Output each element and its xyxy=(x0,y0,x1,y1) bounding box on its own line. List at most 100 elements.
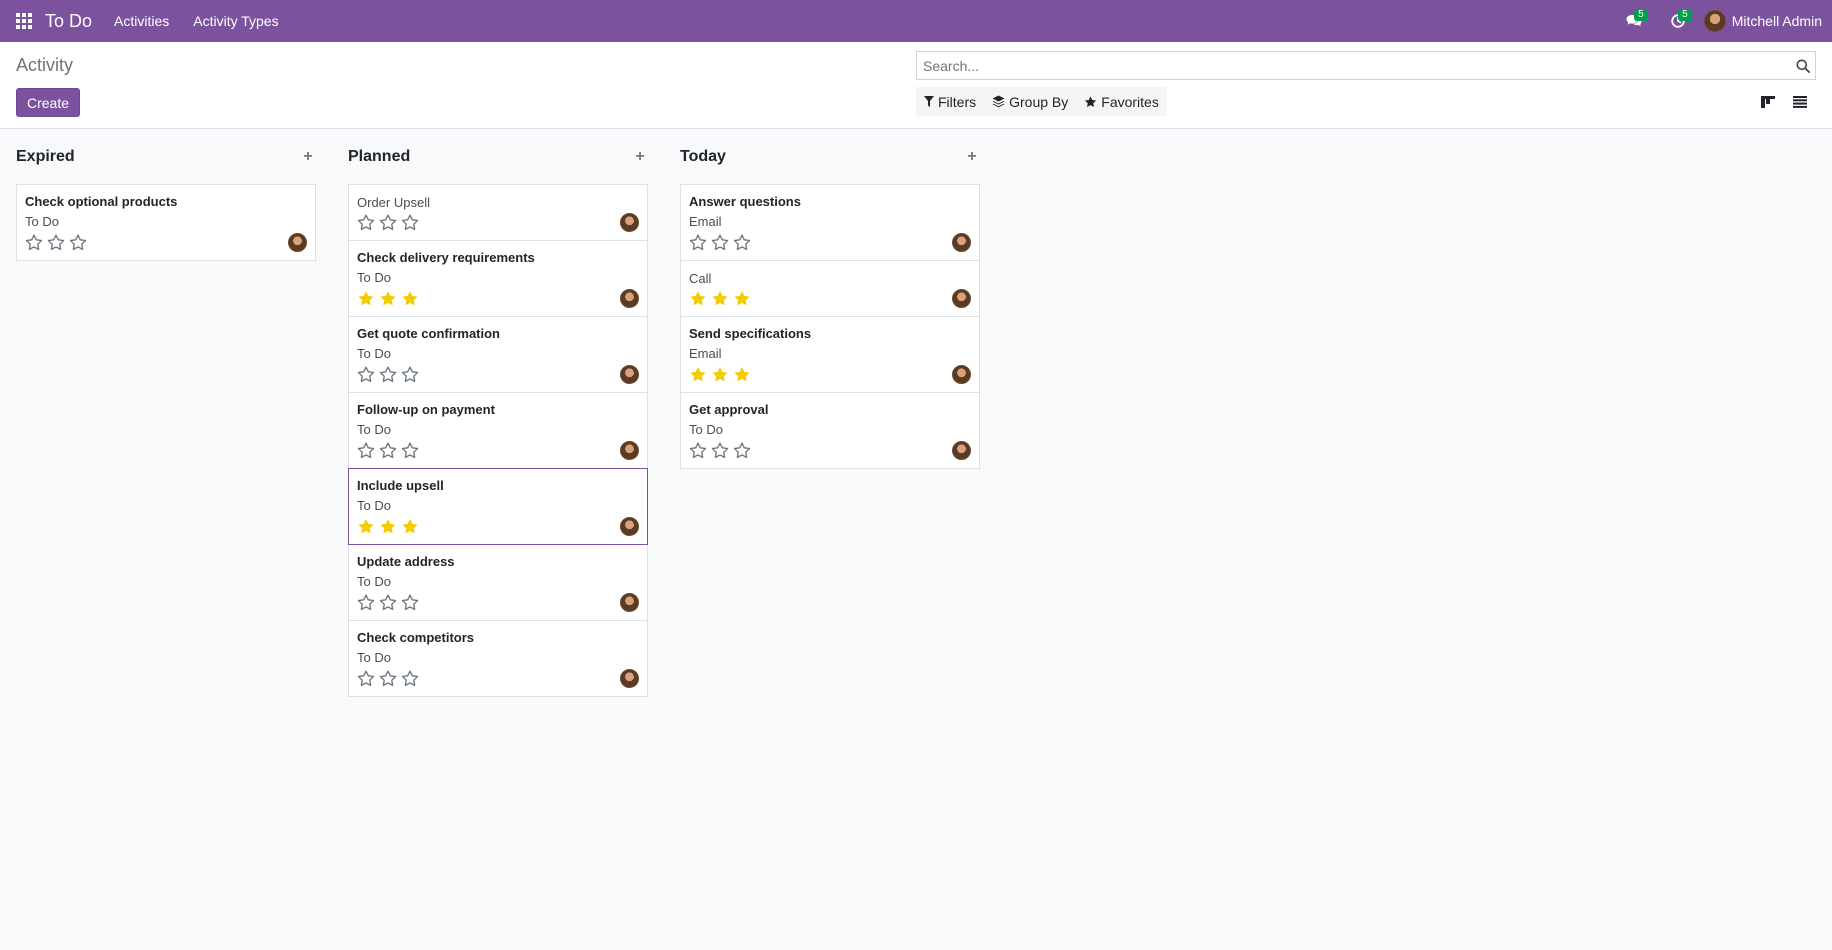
search-box xyxy=(916,51,1816,80)
systray: 5 5 Mitchell Admin xyxy=(1612,0,1832,42)
kanban-card[interactable]: Answer questions Email xyxy=(680,184,980,261)
search-input[interactable] xyxy=(917,52,1791,79)
breadcrumb: Activity xyxy=(16,55,74,75)
star-empty-icon[interactable] xyxy=(401,212,423,232)
assignee-avatar[interactable] xyxy=(952,289,971,308)
assignee-avatar[interactable] xyxy=(620,441,639,460)
kanban-card[interactable]: Update address To Do xyxy=(348,544,648,621)
assignee-avatar[interactable] xyxy=(952,233,971,252)
kanban-card[interactable]: Get quote confirmation To Do xyxy=(348,316,648,393)
card-activity-type: To Do xyxy=(357,498,391,513)
star-empty-icon[interactable] xyxy=(47,232,69,252)
assignee-avatar[interactable] xyxy=(952,441,971,460)
star-empty-icon[interactable] xyxy=(357,440,379,460)
kanban-card[interactable]: Check delivery requirements To Do xyxy=(348,240,648,317)
star-empty-icon[interactable] xyxy=(379,212,401,232)
star-empty-icon[interactable] xyxy=(401,364,423,384)
star-empty-icon[interactable] xyxy=(379,440,401,460)
activity-menu[interactable]: 5 xyxy=(1656,0,1700,42)
assignee-avatar[interactable] xyxy=(952,365,971,384)
column-quick-add-button[interactable]: + xyxy=(967,148,977,165)
star-filled-icon[interactable] xyxy=(711,364,733,384)
star-filled-icon[interactable] xyxy=(733,288,755,308)
assignee-avatar[interactable] xyxy=(620,289,639,308)
star-filled-icon[interactable] xyxy=(379,516,401,536)
assignee-avatar[interactable] xyxy=(620,213,639,232)
star-empty-icon[interactable] xyxy=(25,232,47,252)
apps-menu-icon[interactable] xyxy=(0,0,48,42)
star-filled-icon[interactable] xyxy=(357,516,379,536)
star-empty-icon[interactable] xyxy=(401,592,423,612)
menu-activities[interactable]: Activities xyxy=(114,13,170,29)
app-name[interactable]: To Do xyxy=(45,10,93,31)
create-button[interactable]: Create xyxy=(16,88,81,117)
star-filled-icon[interactable] xyxy=(401,288,423,308)
favorites-button[interactable]: Favorites xyxy=(1076,87,1167,116)
priority-stars xyxy=(689,440,755,460)
kanban-card[interactable]: Order Upsell xyxy=(348,184,648,241)
star-empty-icon[interactable] xyxy=(711,440,733,460)
assignee-avatar[interactable] xyxy=(288,233,307,252)
user-avatar xyxy=(1703,10,1726,32)
kanban-view-button[interactable] xyxy=(1752,87,1784,116)
star-filled-icon[interactable] xyxy=(689,288,711,308)
clock-icon xyxy=(1671,14,1685,28)
star-empty-icon[interactable] xyxy=(733,440,755,460)
card-activity-type: To Do xyxy=(357,574,391,589)
star-empty-icon[interactable] xyxy=(357,668,379,688)
star-filled-icon[interactable] xyxy=(357,288,379,308)
top-navbar: To Do Activities Activity Types 5 5 Mitc… xyxy=(0,0,1832,42)
card-activity-type: To Do xyxy=(25,214,59,229)
kanban-card[interactable]: Send specifications Email xyxy=(680,316,980,393)
star-empty-icon[interactable] xyxy=(733,232,755,252)
kanban-card[interactable]: Check optional products To Do xyxy=(16,184,316,261)
star-empty-icon[interactable] xyxy=(401,440,423,460)
kanban-card[interactable]: Follow-up on payment To Do xyxy=(348,392,648,469)
assignee-avatar[interactable] xyxy=(620,593,639,612)
column-quick-add-button[interactable]: + xyxy=(303,148,313,165)
star-filled-icon[interactable] xyxy=(689,364,711,384)
star-empty-icon[interactable] xyxy=(711,232,733,252)
menu-activity-types[interactable]: Activity Types xyxy=(193,13,279,29)
card-activity-type: To Do xyxy=(357,346,391,361)
star-empty-icon[interactable] xyxy=(401,668,423,688)
star-empty-icon[interactable] xyxy=(379,668,401,688)
star-empty-icon[interactable] xyxy=(689,440,711,460)
kanban-column-planned: Planned + Order Upsell Check delivery re… xyxy=(348,143,648,697)
card-title: Call xyxy=(689,271,712,286)
search-icon[interactable] xyxy=(1791,59,1815,73)
kanban-card[interactable]: Get approval To Do xyxy=(680,392,980,469)
card-title: Get quote confirmation xyxy=(357,326,500,341)
card-title: Answer questions xyxy=(689,194,801,209)
messaging-menu[interactable]: 5 xyxy=(1612,0,1656,42)
kanban-card[interactable]: Include upsell To Do xyxy=(348,468,648,545)
list-view-button[interactable] xyxy=(1784,87,1816,116)
priority-stars xyxy=(357,288,423,308)
star-empty-icon[interactable] xyxy=(357,592,379,612)
control-panel: Activity Create Filters Group By xyxy=(0,42,1832,129)
column-title: Today xyxy=(680,148,726,165)
column-quick-add-button[interactable]: + xyxy=(635,148,645,165)
kanban-board: Expired + Check optional products To Do … xyxy=(16,143,1012,697)
card-activity-type: To Do xyxy=(357,422,391,437)
star-empty-icon[interactable] xyxy=(379,592,401,612)
star-empty-icon[interactable] xyxy=(689,232,711,252)
kanban-card[interactable]: Check competitors To Do xyxy=(348,620,648,697)
filters-button[interactable]: Filters xyxy=(916,87,984,116)
column-header: Today + xyxy=(680,143,980,171)
user-menu[interactable]: Mitchell Admin xyxy=(1700,0,1832,42)
star-empty-icon[interactable] xyxy=(357,212,379,232)
star-filled-icon[interactable] xyxy=(379,288,401,308)
kanban-card[interactable]: Call xyxy=(680,260,980,317)
assignee-avatar[interactable] xyxy=(620,517,639,536)
activities-badge: 5 xyxy=(1678,9,1692,21)
group-by-button[interactable]: Group By xyxy=(984,87,1076,116)
star-empty-icon[interactable] xyxy=(379,364,401,384)
assignee-avatar[interactable] xyxy=(620,669,639,688)
star-filled-icon[interactable] xyxy=(733,364,755,384)
star-empty-icon[interactable] xyxy=(357,364,379,384)
assignee-avatar[interactable] xyxy=(620,365,639,384)
star-filled-icon[interactable] xyxy=(401,516,423,536)
star-filled-icon[interactable] xyxy=(711,288,733,308)
star-empty-icon[interactable] xyxy=(69,232,91,252)
